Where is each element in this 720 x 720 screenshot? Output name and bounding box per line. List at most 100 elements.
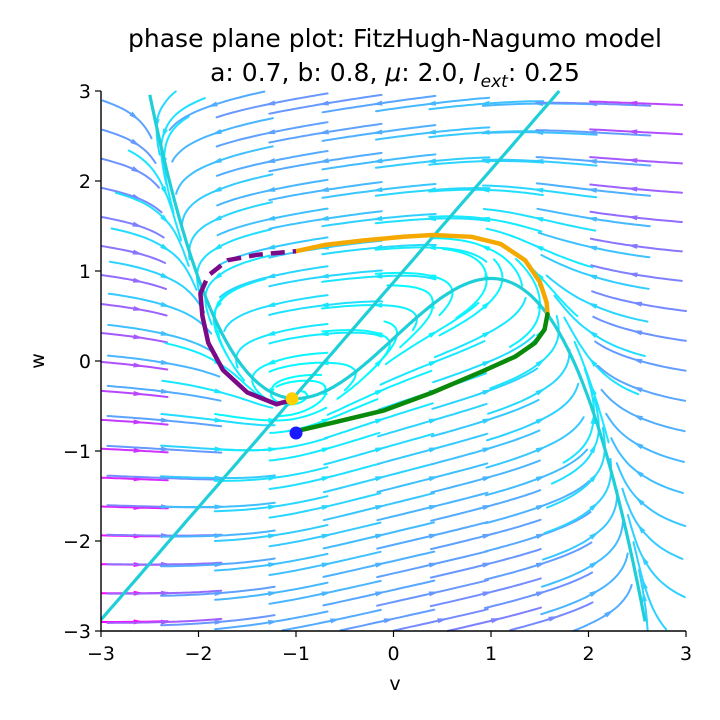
streamline-arrow <box>589 502 599 511</box>
streamline-arrow <box>374 418 386 424</box>
trajectory-line <box>198 291 299 407</box>
streamline-arrow <box>211 128 222 135</box>
streamline-arrow <box>267 562 279 568</box>
streamline-arrow <box>626 100 638 106</box>
streamline-arrow <box>160 185 168 197</box>
axis-ticks: −3 −2 −1 0 1 2 3 −3 −2 −1 0 1 2 3 <box>63 81 692 665</box>
streamline <box>433 296 527 359</box>
y-axis-label: w <box>27 353 49 369</box>
trajectory-line <box>293 232 550 317</box>
streamline <box>106 354 221 378</box>
streamline-arrow <box>321 562 333 568</box>
streamline-arrow <box>265 359 276 366</box>
streamline-arrow <box>133 419 144 425</box>
streamline-arrow <box>318 186 329 192</box>
streamline-arrow <box>160 590 172 596</box>
nullclines <box>99 89 647 622</box>
chart-title: phase plane plot: FitzHugh-Nagumo model <box>128 24 662 53</box>
streamline-arrow <box>641 554 649 566</box>
x-axis-label: v <box>389 673 400 695</box>
streamline-arrow <box>318 273 329 279</box>
streamline-arrow <box>535 446 547 453</box>
y-tick-label: 2 <box>79 171 91 193</box>
subtitle-mu-value: : 2.0, <box>401 58 473 87</box>
streamline-arrow <box>425 158 437 164</box>
streamline <box>596 364 687 402</box>
streamline-arrow <box>482 562 493 568</box>
streamline-arrow <box>479 100 490 106</box>
streamline-arrow <box>267 475 279 481</box>
streamline-arrow <box>535 417 547 425</box>
streamline-arrow <box>425 274 437 280</box>
streamline-arrow <box>482 476 493 482</box>
streamline-arrow <box>428 505 440 511</box>
streamline-arrow <box>318 215 329 221</box>
streamline-arrow <box>321 591 333 597</box>
streamline-arrow <box>264 330 276 336</box>
streamline-arrow <box>586 216 598 222</box>
streamline-arrow <box>214 504 225 510</box>
streamline <box>610 437 684 494</box>
streamline <box>509 601 594 632</box>
streamline-arrow <box>131 166 142 174</box>
streamline-arrow <box>588 357 598 367</box>
streamline-arrow <box>264 244 276 250</box>
streamline-arrow <box>383 618 395 624</box>
streamline-arrow <box>428 591 440 597</box>
streamline-arrow <box>586 130 597 136</box>
streamline-arrow <box>627 272 638 278</box>
streamline-arrow <box>321 505 333 511</box>
streamline-arrow <box>428 562 440 568</box>
streamline-arrow <box>132 277 144 283</box>
streamline-arrow <box>267 620 279 626</box>
streamline-arrow <box>482 591 493 597</box>
streamline-arrow <box>589 531 600 540</box>
y-tick-label: −1 <box>63 441 91 463</box>
streamline-arrow <box>591 384 597 396</box>
streamline-arrow <box>534 271 544 281</box>
streamline-arrow <box>428 447 440 453</box>
streamline-arrow <box>133 362 144 368</box>
streamline-arrow <box>321 447 332 453</box>
streamline-arrow <box>207 101 218 108</box>
trajectory-point <box>289 426 303 440</box>
streamline-arrow <box>428 476 440 482</box>
streamline <box>591 290 687 312</box>
streamline-arrow <box>532 187 544 193</box>
streamline-arrow <box>160 272 171 280</box>
trajectory-point <box>285 392 299 406</box>
streamline-arrow <box>321 533 333 539</box>
y-tick-label: 1 <box>79 261 91 283</box>
streamline-arrow <box>479 244 491 252</box>
streamline-arrow <box>589 589 600 598</box>
streamline-arrow <box>318 302 329 308</box>
streamline-arrow <box>589 560 600 569</box>
streamline <box>594 340 687 372</box>
streamline-arrow <box>371 129 383 135</box>
streamline-arrow <box>632 386 643 393</box>
streamline-arrow <box>160 388 172 394</box>
v-nullcline <box>148 94 647 622</box>
streamline <box>101 128 157 164</box>
streamline-arrow <box>604 609 615 618</box>
streamline-arrow <box>214 562 225 568</box>
streamline <box>605 412 685 463</box>
streamline-arrow <box>214 619 225 625</box>
streamline-arrow <box>631 301 643 307</box>
streamline-arrow <box>637 523 646 534</box>
streamline-arrow <box>129 111 139 121</box>
streamline-arrow <box>548 616 559 622</box>
streamline-arrow <box>318 158 329 164</box>
subtitle-prefix: a: 0.7, b: 0.8, <box>210 58 385 87</box>
streamline-arrow <box>267 504 279 510</box>
streamline-arrow <box>535 475 547 482</box>
streamline-arrow <box>371 158 383 164</box>
streamline-arrow <box>267 591 279 597</box>
streamline <box>486 382 580 442</box>
streamline-arrow <box>372 331 383 338</box>
streamline <box>101 157 160 189</box>
streamline-arrow <box>586 187 598 193</box>
chart-subtitle: a: 0.7, b: 0.8, μ: 2.0, Iext: 0.25 <box>210 58 580 92</box>
streamline-arrow <box>375 591 386 597</box>
